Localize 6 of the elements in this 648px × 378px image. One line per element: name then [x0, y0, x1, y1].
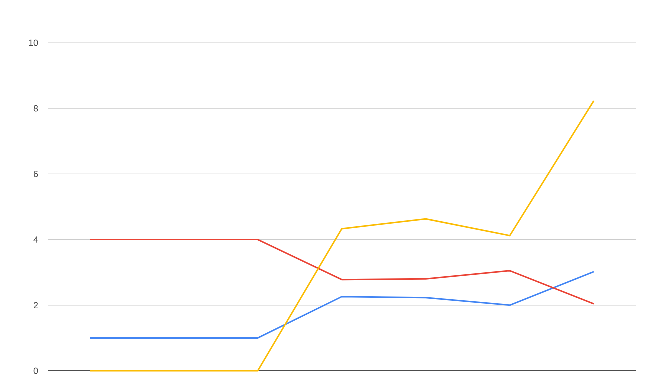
y-tick-label: 10: [29, 40, 38, 46]
y-tick-label: 8: [34, 105, 38, 112]
y-tick-label: 4: [34, 236, 38, 243]
y-tick-label: 6: [34, 171, 38, 178]
y-tick-label: 2: [34, 302, 38, 309]
y-tick-label: 0: [34, 368, 38, 374]
